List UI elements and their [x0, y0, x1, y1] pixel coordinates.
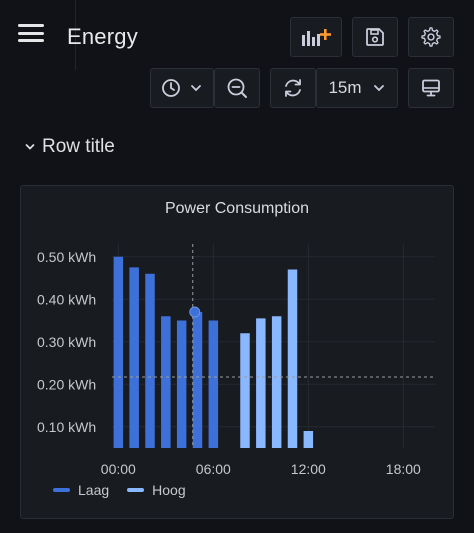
chevron-down-icon [25, 144, 35, 150]
bar-laag[interactable] [192, 312, 203, 448]
legend-swatch-hoog [127, 488, 145, 492]
gear-icon [421, 27, 441, 47]
y-tick-label: 0.30 kWh [37, 334, 96, 350]
legend-label-laag: Laag [78, 482, 110, 498]
power-consumption-chart[interactable]: 0.10 kWh 0.20 kWh 0.30 kWh 0.40 kWh 0.50 kWh… [21, 186, 455, 520]
bar-hoog[interactable] [303, 431, 314, 448]
bar-hoog[interactable] [287, 269, 298, 449]
zoom-out-icon [227, 78, 247, 98]
legend-item-laag[interactable]: Laag [53, 482, 109, 498]
dashboard-navbar: Energy [0, 0, 474, 108]
bar-laag[interactable] [176, 320, 187, 449]
y-tick-label: 0.50 kWh [37, 249, 96, 265]
hover-point [189, 306, 201, 318]
bar-hoog[interactable] [240, 333, 250, 448]
y-tick-label: 0.20 kWh [37, 376, 96, 392]
refresh-interval-picker[interactable]: 15m [316, 68, 398, 108]
row-collapse-toggle[interactable]: Row title [24, 136, 115, 158]
dashboard-settings-button[interactable] [408, 17, 454, 57]
hamburger-menu-icon[interactable] [18, 24, 44, 42]
bar-hoog[interactable] [256, 318, 266, 448]
add-panel-icon [302, 29, 331, 46]
clock-icon [162, 79, 180, 97]
legend-swatch-laag [53, 488, 70, 492]
save-icon [366, 28, 384, 46]
monitor-icon [422, 79, 440, 97]
legend-label-hoog: Hoog [152, 482, 186, 498]
x-tick-label: 18:00 [386, 461, 421, 477]
x-tick-label: 00:00 [101, 461, 136, 477]
chevron-down-icon [373, 85, 384, 92]
bar-laag[interactable] [113, 256, 124, 448]
row-title: Row title [42, 136, 115, 157]
bar-laag[interactable] [208, 320, 219, 449]
legend-item-hoog[interactable]: Hoog [127, 482, 186, 498]
y-tick-label: 0.10 kWh [37, 419, 96, 435]
panel-title[interactable]: Power Consumption [164, 200, 310, 217]
add-panel-button[interactable] [290, 17, 342, 57]
x-tick-label: 12:00 [291, 461, 326, 477]
y-tick-label: 0.40 kWh [37, 291, 96, 307]
chevron-down-icon [191, 85, 201, 92]
bar-hoog[interactable] [271, 316, 282, 448]
bar-laag[interactable] [161, 316, 171, 448]
dashboard-title[interactable]: Energy [67, 24, 138, 49]
refresh-interval-value: 15m [328, 78, 362, 97]
zoom-out-button[interactable] [214, 68, 260, 108]
bar-laag[interactable] [129, 267, 139, 448]
bar-laag[interactable] [145, 273, 155, 448]
power-consumption-panel[interactable]: Power Consumption 0.10 kWh 0.20 kWh 0.30 k… [20, 185, 454, 519]
time-picker-button[interactable] [150, 68, 214, 108]
navbar-divider [75, 0, 76, 70]
tv-mode-button[interactable] [408, 68, 454, 108]
refresh-button[interactable] [270, 68, 316, 108]
refresh-icon [285, 79, 301, 97]
chart-legend: Laag Hoog [53, 482, 186, 498]
save-dashboard-button[interactable] [352, 17, 398, 57]
x-tick-label: 06:00 [196, 461, 231, 477]
